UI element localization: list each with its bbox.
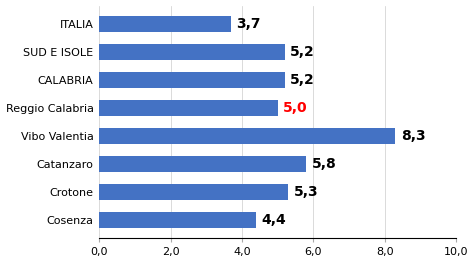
Text: 5,8: 5,8: [311, 157, 337, 171]
Text: 4,4: 4,4: [262, 213, 286, 227]
Bar: [99, 72, 285, 88]
Bar: [99, 128, 395, 144]
Text: 5,0: 5,0: [283, 101, 308, 115]
Bar: [99, 16, 231, 32]
Bar: [99, 100, 278, 116]
Bar: [99, 213, 256, 228]
Bar: [99, 156, 306, 172]
Text: 3,7: 3,7: [237, 17, 261, 31]
Text: 5,3: 5,3: [294, 185, 319, 199]
Text: 5,2: 5,2: [290, 73, 315, 87]
Text: 5,2: 5,2: [290, 45, 315, 59]
Bar: [99, 44, 285, 60]
Text: 8,3: 8,3: [401, 129, 426, 143]
Bar: [99, 184, 288, 200]
